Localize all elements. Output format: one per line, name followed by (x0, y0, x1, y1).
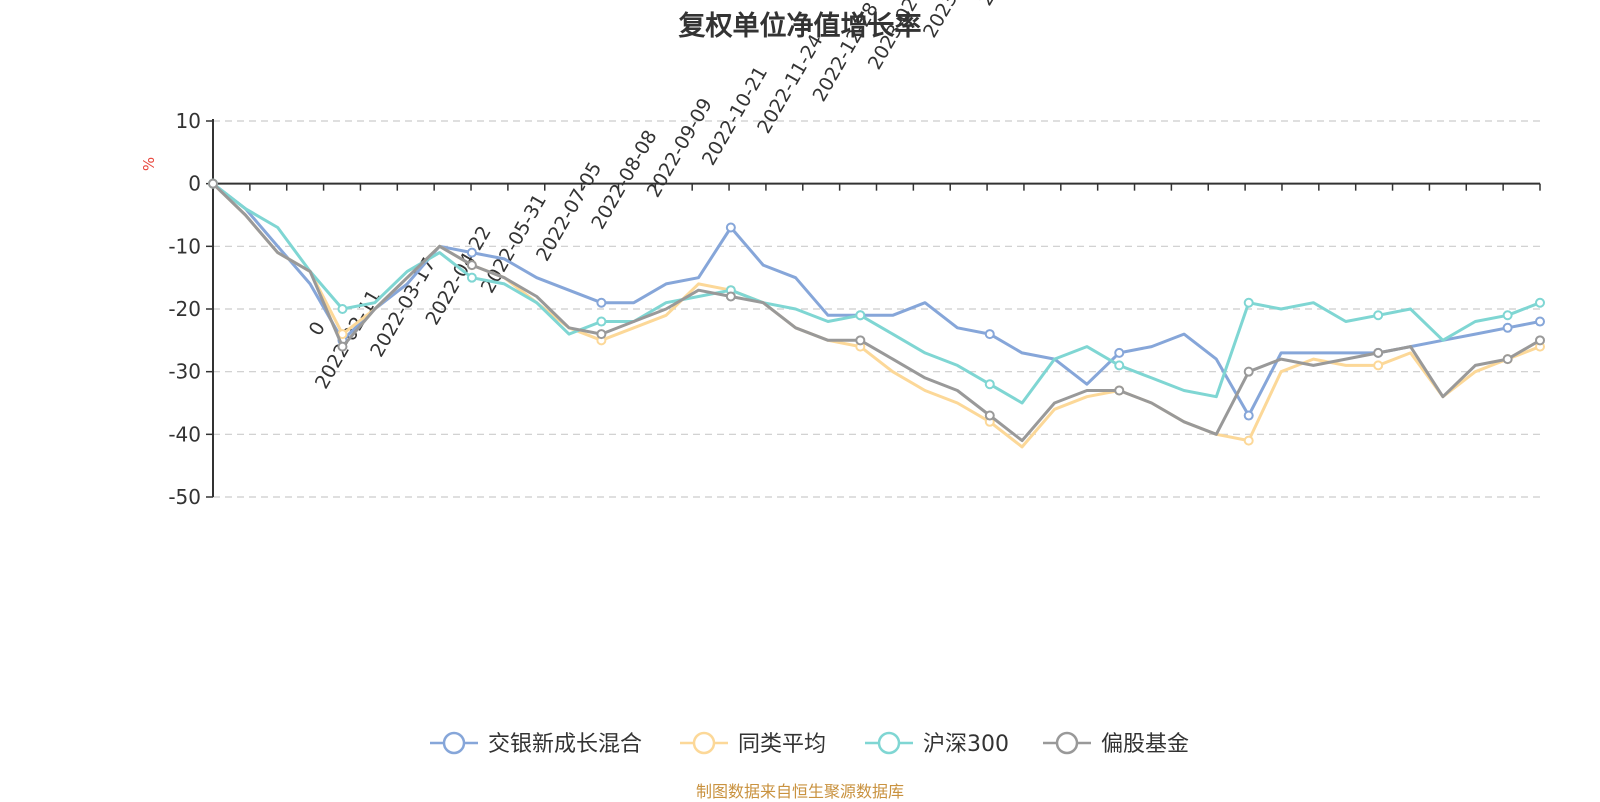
series-2-point (337, 304, 348, 314)
series-3-point (1535, 335, 1545, 346)
series-2-point (596, 316, 607, 327)
y-tick-label: -20 (168, 297, 201, 321)
series-3-point (208, 178, 218, 189)
y-tick-label: 10 (176, 109, 201, 133)
legend-swatch-circle (877, 731, 901, 755)
series-0-point (596, 297, 607, 308)
series-3-point (596, 329, 607, 340)
series-3-point (1373, 347, 1384, 358)
series-2-point (1114, 360, 1125, 371)
y-tick-label: -50 (168, 485, 201, 509)
legend-label: 同类平均 (738, 732, 826, 757)
series-0-point (466, 247, 477, 258)
y-tick-label: -10 (168, 234, 201, 258)
series-0-point (1502, 322, 1513, 333)
series-lines (208, 178, 1545, 449)
series-1-point (1373, 360, 1384, 371)
series-3-point (725, 291, 736, 302)
series-2-point (466, 272, 477, 283)
legend-item-1[interactable]: 同类平均 (680, 731, 826, 757)
series-2-point (855, 310, 866, 321)
legend-label: 偏股基金 (1101, 732, 1189, 757)
chart-title: 复权单位净值增长率 (678, 11, 922, 42)
legend-swatch-circle (442, 731, 466, 755)
series-3-point (855, 335, 866, 346)
series-2-point (984, 379, 995, 390)
data-source-note: 制图数据来自恒生聚源数据库 (695, 782, 904, 801)
series-1-point (1243, 435, 1254, 446)
series-2-point (1535, 297, 1545, 308)
series-0-point (1243, 410, 1254, 421)
y-tick-label: -30 (168, 360, 201, 384)
series-3-point (337, 341, 348, 352)
series-line-2 (212, 182, 1541, 405)
y-tick-label: -40 (168, 422, 201, 446)
x-tick-label: 0 (305, 318, 330, 339)
series-line-3 (211, 182, 1541, 443)
series-0-point (984, 329, 995, 340)
legend-label: 交银新成长混合 (488, 732, 642, 757)
y-axis-unit: % (140, 157, 158, 171)
series-2-point (1243, 297, 1254, 308)
series-3-point (984, 410, 995, 421)
series-0-point (725, 222, 736, 233)
legend-item-2[interactable]: 沪深300 (865, 731, 1009, 757)
axes: 100-10-20-30-40-5002022-02-112022-03-172… (168, 0, 1541, 509)
grid-lines (213, 120, 1540, 498)
series-0-point (1114, 347, 1125, 358)
legend[interactable]: 交银新成长混合 同类平均 沪深300 偏股基金 (430, 731, 1189, 757)
series-2-point (1373, 310, 1384, 321)
x-tick-label: 2023-04-17 (974, 0, 1048, 10)
x-tick-label: 2023-03-13 (919, 0, 993, 42)
series-3-point (1114, 385, 1125, 396)
series-3-point (1243, 366, 1254, 377)
legend-swatch-circle (692, 731, 716, 755)
series-0-point (1535, 316, 1545, 327)
legend-label: 沪深300 (923, 732, 1009, 757)
legend-item-0[interactable]: 交银新成长混合 (430, 731, 642, 757)
legend-swatch-circle (1055, 731, 1079, 755)
legend-item-3[interactable]: 偏股基金 (1043, 731, 1189, 757)
series-3-point (466, 260, 477, 271)
series-3-point (1502, 354, 1513, 365)
series-2-point (1502, 310, 1513, 321)
y-tick-label: 0 (188, 172, 201, 196)
